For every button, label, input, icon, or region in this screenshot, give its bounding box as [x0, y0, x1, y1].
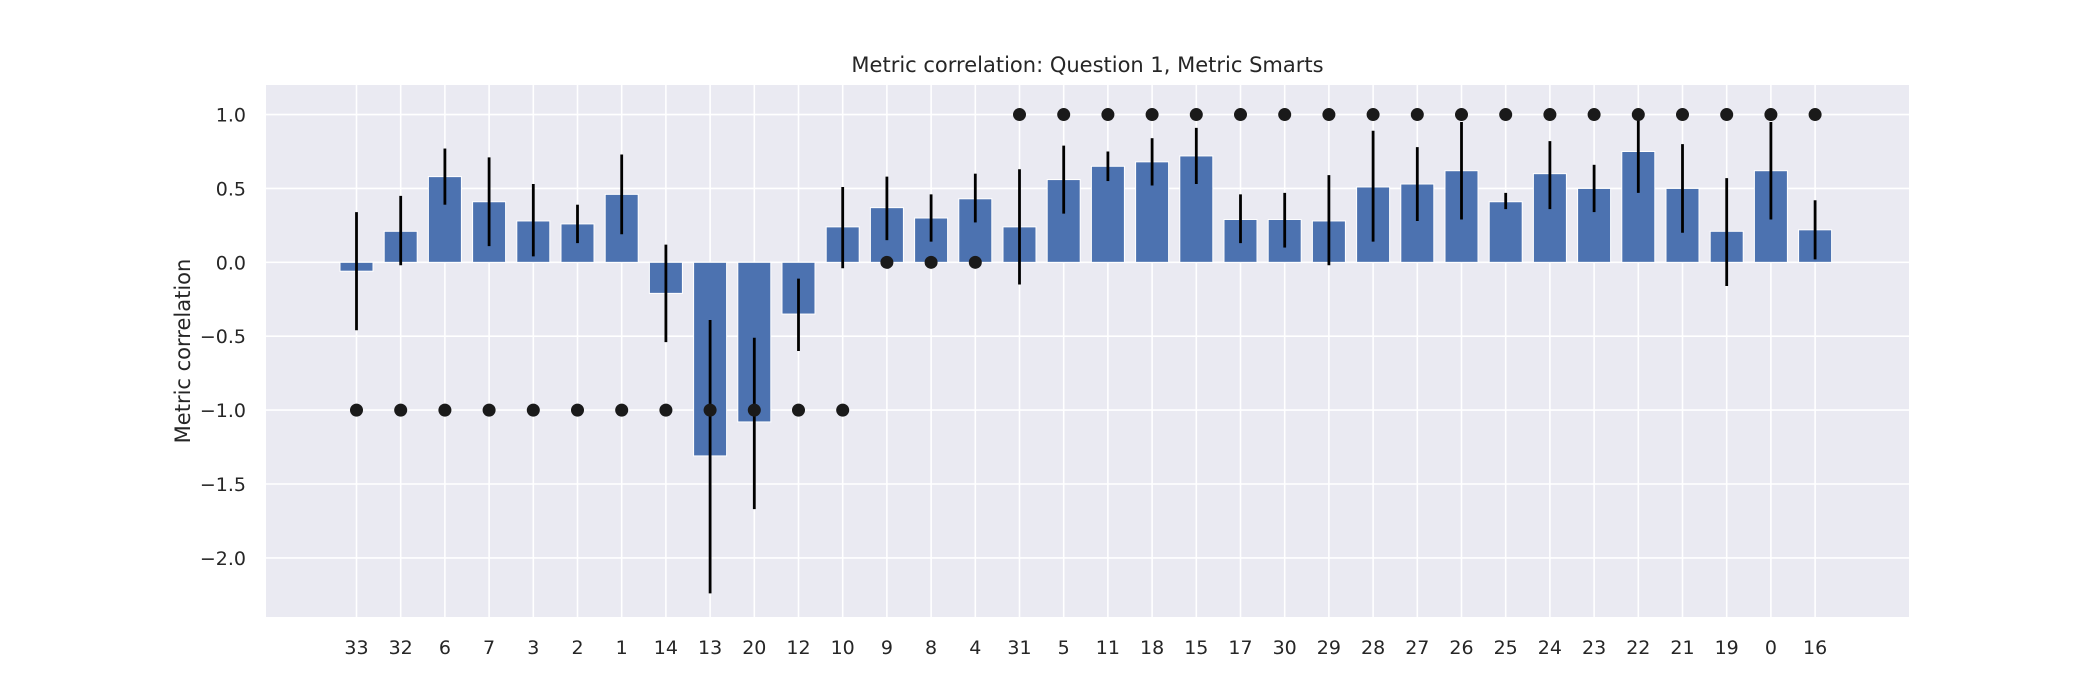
x-tick-label: 12 — [786, 637, 810, 659]
marker-6 — [438, 403, 452, 417]
x-tick-label: 15 — [1184, 637, 1208, 659]
marker-25 — [1499, 108, 1513, 122]
marker-33 — [350, 403, 363, 417]
x-tick-label: 4 — [969, 637, 981, 659]
marker-3 — [526, 403, 540, 417]
marker-21 — [1676, 108, 1689, 122]
x-tick-label: 8 — [925, 637, 937, 659]
marker-10 — [836, 403, 850, 417]
marker-30 — [1278, 108, 1292, 122]
plot-area — [266, 85, 1909, 617]
marker-22 — [1631, 108, 1645, 122]
y-tick-label: 0.5 — [216, 178, 246, 200]
x-tick-label: 0 — [1765, 637, 1777, 659]
marker-20 — [747, 403, 761, 417]
x-tick-label: 22 — [1626, 637, 1650, 659]
y-tick-label: −1.5 — [200, 474, 246, 496]
y-axis-label: Metric correlation — [171, 259, 195, 444]
marker-24 — [1543, 108, 1557, 122]
x-tick-label: 30 — [1273, 637, 1297, 659]
x-tick-label: 31 — [1007, 637, 1031, 659]
x-tick-label: 1 — [616, 637, 628, 659]
marker-17 — [1234, 108, 1247, 122]
chart-title: Metric correlation: Question 1, Metric S… — [851, 53, 1323, 77]
markers — [350, 108, 1822, 417]
x-tick-label: 27 — [1405, 637, 1429, 659]
marker-28 — [1366, 108, 1380, 122]
x-tick-label: 11 — [1096, 637, 1120, 659]
x-tick-label: 21 — [1670, 637, 1694, 659]
y-tick-label: 1.0 — [216, 105, 246, 127]
marker-23 — [1587, 108, 1601, 122]
x-tick-label: 2 — [571, 637, 583, 659]
x-tick-label: 17 — [1228, 637, 1252, 659]
x-tick-label: 32 — [389, 637, 413, 659]
marker-18 — [1145, 108, 1159, 122]
marker-16 — [1808, 108, 1822, 122]
marker-11 — [1101, 108, 1115, 122]
x-tick-label: 23 — [1582, 637, 1606, 659]
x-tick-label: 6 — [439, 637, 451, 659]
x-tick-label: 24 — [1538, 637, 1562, 659]
y-tick-label: −1.0 — [200, 400, 246, 422]
marker-12 — [792, 403, 805, 417]
x-tick-label: 3 — [527, 637, 539, 659]
y-tick-labels: 1.0 0.5 0.0 −0.5 −1.0 −1.5 −2.0 — [200, 105, 246, 570]
y-tick-label: −0.5 — [200, 326, 246, 348]
x-tick-label: 29 — [1317, 637, 1341, 659]
x-tick-label: 16 — [1803, 637, 1827, 659]
marker-27 — [1410, 108, 1424, 122]
marker-14 — [659, 403, 673, 417]
marker-7 — [482, 403, 496, 417]
x-tick-label: 19 — [1715, 637, 1739, 659]
marker-32 — [394, 403, 408, 417]
marker-26 — [1455, 108, 1468, 122]
y-tick-label: 0.0 — [216, 252, 246, 274]
marker-2 — [571, 403, 584, 417]
x-tick-label: 10 — [831, 637, 855, 659]
x-tick-label: 25 — [1494, 637, 1518, 659]
error-bars — [355, 110, 1817, 594]
x-tick-label: 7 — [483, 637, 495, 659]
x-tick-label: 9 — [881, 637, 893, 659]
marker-13 — [703, 403, 717, 417]
x-tick-label: 18 — [1140, 637, 1164, 659]
x-tick-label: 13 — [698, 637, 722, 659]
x-tick-label: 33 — [344, 637, 368, 659]
bar-25 — [1488, 201, 1523, 263]
x-tick-label: 20 — [742, 637, 766, 659]
x-tick-label: 26 — [1449, 637, 1473, 659]
x-tick-label: 28 — [1361, 637, 1385, 659]
marker-1 — [615, 403, 629, 417]
marker-15 — [1189, 108, 1203, 122]
x-tick-label: 5 — [1058, 637, 1070, 659]
marker-5 — [1057, 108, 1071, 122]
bar-11 — [1090, 165, 1125, 263]
marker-31 — [1013, 108, 1026, 122]
marker-19 — [1720, 108, 1734, 122]
marker-9 — [880, 255, 894, 269]
x-tick-labels: 33 32 6 7 3 2 1 14 13 20 12 10 9 8 4 31 5 11 18 15 17 30 29 28 2… — [344, 637, 1827, 659]
marker-29 — [1322, 108, 1336, 122]
marker-8 — [924, 255, 938, 269]
marker-4 — [968, 255, 982, 269]
x-tick-label: 14 — [654, 637, 678, 659]
y-tick-label: −2.0 — [200, 548, 246, 570]
marker-0 — [1764, 108, 1778, 122]
grid-lines — [266, 85, 1909, 617]
